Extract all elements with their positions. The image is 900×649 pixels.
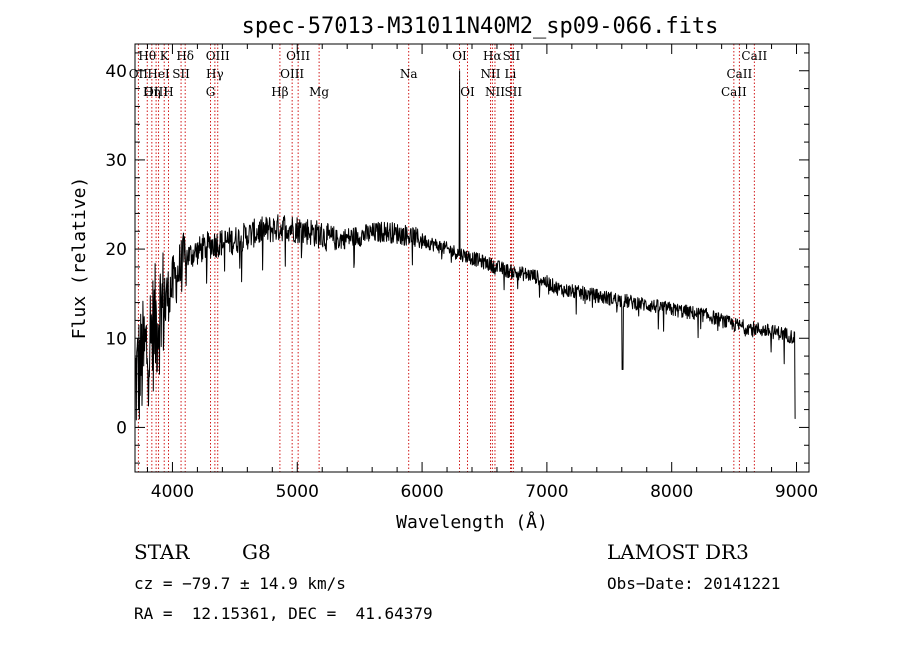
spectral-line-label: Hδ (176, 49, 194, 63)
spectral-line-label: OI (460, 85, 475, 99)
spectral-line-label: OII (129, 67, 149, 81)
spectral-line-labels: Hθ OII OIII K HeI Hη SII H Hδ OIII Hγ G OIII OIII Hβ Mg… (129, 49, 768, 99)
obs-date-text: Obs−Date: 20141221 (607, 574, 781, 593)
axis-ticks: 4000 5000 6000 7000 8000 9000 0 10 20 30 40 (105, 44, 818, 502)
y-axis-label: Flux (relative) (69, 177, 90, 340)
spectral-line-label: OIII (286, 49, 310, 63)
spectral-line-label: SII (503, 49, 521, 63)
spectral-line-label: NII (480, 67, 500, 81)
y-tick-label: 20 (105, 240, 127, 260)
object-subclass: G8 (242, 540, 271, 564)
spectral-line-label: HeI (147, 67, 170, 81)
spectral-line-label: G (206, 85, 216, 99)
y-tick-label: 30 (105, 151, 127, 171)
spectral-line-label: NII (485, 85, 505, 99)
spectral-line-label: Hθ (138, 49, 156, 63)
spectral-line-label: Mg (309, 85, 329, 99)
spectral-line-label: CaII (721, 85, 747, 99)
velocity-text: cz = −79.7 ± 14.9 km/s (134, 574, 346, 593)
spectral-line-label: H (163, 85, 173, 99)
x-tick-label: 8000 (650, 482, 693, 502)
x-tick-label: 5000 (276, 482, 319, 502)
object-class: STAR (134, 540, 190, 564)
spectral-line-markers (137, 44, 755, 472)
x-tick-label: 6000 (400, 482, 443, 502)
coords-text: RA = 12.15361, DEC = 41.64379 (134, 604, 433, 623)
spectrum-line (134, 70, 796, 421)
spectral-line-label: Na (400, 67, 418, 81)
spectral-line-label: Hα (483, 49, 502, 63)
spectral-line-label: K (160, 49, 170, 63)
spectral-line-label: SII (172, 67, 190, 81)
x-axis-label: Wavelength (Å) (396, 511, 548, 533)
spectral-line-label: Hη (143, 85, 161, 99)
spectral-line-label: CaII (726, 67, 752, 81)
spectral-line-label: OIII (144, 85, 168, 99)
survey-name: LAMOST DR3 (607, 540, 749, 564)
x-tick-label: 4000 (151, 482, 194, 502)
spectral-line-label: OI (452, 49, 467, 63)
spectral-line-label: Hγ (206, 67, 224, 81)
x-tick-label: 7000 (525, 482, 568, 502)
spectral-line-label: Li (505, 67, 517, 81)
spectral-line-label: CaII (741, 49, 767, 63)
spectral-line-label: SII (504, 85, 522, 99)
spectral-line-label: OIII (206, 49, 230, 63)
x-tick-label: 9000 (775, 482, 818, 502)
y-tick-label: 10 (105, 329, 127, 349)
spectral-line-label: Hβ (271, 85, 288, 99)
y-tick-label: 0 (116, 418, 127, 438)
chart-title: spec-57013-M31011N40M2_sp09-066.fits (242, 14, 719, 39)
y-tick-label: 40 (105, 62, 127, 82)
spectral-line-label: OIII (280, 67, 304, 81)
